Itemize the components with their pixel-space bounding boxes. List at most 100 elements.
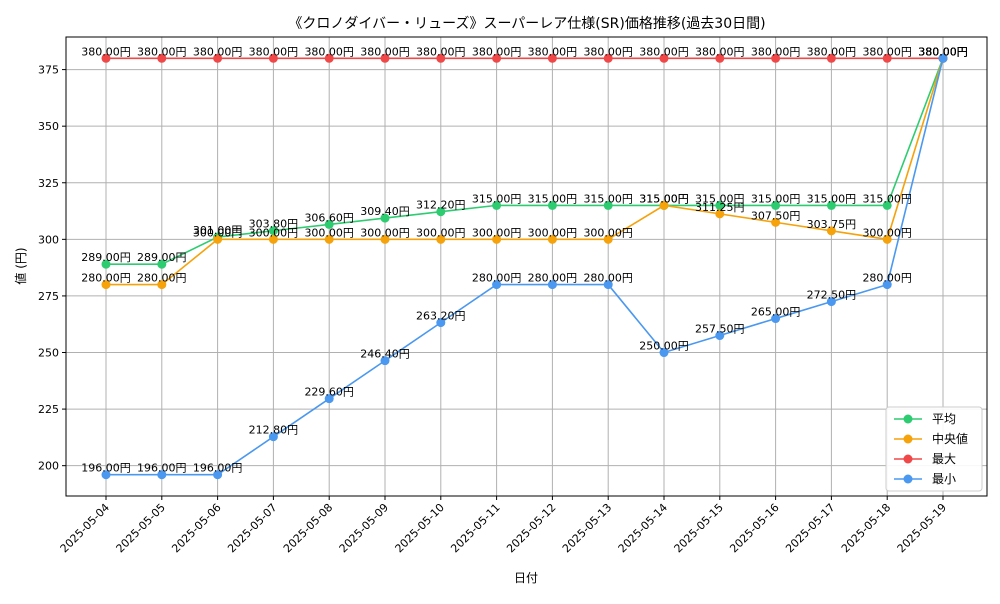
- series-0-point: [157, 259, 167, 269]
- x-tick-label: 2025-05-09: [337, 501, 391, 555]
- legend-marker-1: [903, 434, 913, 444]
- series-1-point: [882, 234, 892, 244]
- legend-label-2: 最大: [932, 452, 956, 466]
- series-2-data-label: 380.00円: [193, 45, 243, 58]
- series-1-data-label: 280.00円: [81, 272, 131, 285]
- y-tick-label: 250: [38, 347, 59, 360]
- x-tick-label: 2025-05-12: [504, 501, 558, 555]
- series-0-data-label: 306.60円: [304, 211, 354, 224]
- series-0-data-label: 301.00円: [193, 224, 243, 237]
- series-1-data-label: 280.00円: [137, 272, 187, 285]
- x-tick-label: 2025-05-07: [225, 501, 279, 555]
- series-3-data-label: 380.00円: [918, 45, 968, 58]
- legend-label-1: 中央値: [932, 431, 968, 446]
- series-3-point: [938, 53, 948, 63]
- series-3-data-label: 280.00円: [583, 272, 633, 285]
- series-1-data-label: 300.00円: [304, 226, 354, 239]
- series-3-data-label: 196.00円: [137, 462, 187, 475]
- series-1-point: [659, 200, 669, 210]
- series-2-point: [826, 53, 836, 63]
- series-2-data-label: 380.00円: [639, 45, 689, 58]
- series-1-data-label: 300.00円: [862, 226, 912, 239]
- series-3-data-label: 250.00円: [639, 340, 689, 353]
- series-2-point: [492, 53, 502, 63]
- legend-label-3: 最小: [932, 472, 956, 486]
- legend-marker-3: [903, 474, 913, 484]
- x-tick-label: 2025-05-14: [616, 501, 670, 555]
- series-2-data-label: 380.00円: [304, 45, 354, 58]
- series-2-point: [157, 53, 167, 63]
- series-2-data-label: 380.00円: [751, 45, 801, 58]
- series-3-point: [882, 280, 892, 290]
- series-1-point: [101, 280, 111, 290]
- series-1-data-label: 300.00円: [416, 226, 466, 239]
- series-3-point: [826, 297, 836, 307]
- series-3-data-label: 265.00円: [751, 306, 801, 319]
- series-1-point: [603, 234, 613, 244]
- series-2-data-label: 380.00円: [807, 45, 857, 58]
- series-line-0: [106, 57, 944, 266]
- series-1-data-label: 311.25円: [695, 201, 745, 214]
- series-3-point: [101, 470, 111, 480]
- series-0-data-label: 315.00円: [862, 192, 912, 205]
- legend-marker-0: [903, 414, 913, 424]
- y-tick-label: 325: [38, 177, 59, 190]
- series-0-data-label: 312.20円: [416, 199, 466, 212]
- series-3-point: [715, 331, 725, 341]
- series-2-data-label: 380.00円: [81, 45, 131, 58]
- x-tick-label: 2025-05-10: [393, 501, 447, 555]
- series-1-point: [826, 226, 836, 236]
- series-3-data-label: 280.00円: [472, 272, 522, 285]
- x-tick-label: 2025-05-08: [281, 501, 335, 555]
- series-1-point: [268, 234, 278, 244]
- series-0-data-label: 315.00円: [695, 192, 745, 205]
- y-tick-label: 300: [38, 233, 59, 246]
- series-1-data-label: 307.50円: [751, 209, 801, 222]
- x-tick-label: 2025-05-15: [672, 501, 726, 555]
- series-3-point: [157, 470, 167, 480]
- series-3-data-label: 263.20円: [416, 310, 466, 323]
- series-1-point: [380, 234, 390, 244]
- series-2-point: [659, 53, 669, 63]
- series-3-data-label: 257.50円: [695, 323, 745, 336]
- series-2-data-label: 380.00円: [862, 45, 912, 58]
- x-tick-label: 2025-05-05: [114, 501, 168, 555]
- series-line-1: [106, 58, 944, 286]
- plot-frame: [65, 36, 988, 497]
- series-0-data-label: 303.80円: [249, 218, 299, 231]
- series-0-point: [826, 200, 836, 210]
- series-0-point: [882, 200, 892, 210]
- series-2-data-label: 380.00円: [360, 45, 410, 58]
- x-tick-label: 2025-05-06: [169, 501, 223, 555]
- series-3-point: [547, 280, 557, 290]
- series-3-point: [492, 280, 502, 290]
- series-1-point: [213, 234, 223, 244]
- series-2-point: [324, 53, 334, 63]
- series-1-data-label: 300.00円: [249, 226, 299, 239]
- series-0-point: [324, 219, 334, 229]
- x-tick-label: 2025-05-18: [839, 501, 893, 555]
- y-axis-label: 値 (円): [13, 247, 28, 284]
- series-0-data-label: 315.00円: [807, 192, 857, 205]
- series-1-data-label: 300.00円: [472, 226, 522, 239]
- series-0-data-label: 289.00円: [81, 251, 131, 264]
- series-0-point: [603, 200, 613, 210]
- series-0-data-label: 315.00円: [472, 192, 522, 205]
- series-3-data-label: 246.40円: [360, 348, 410, 361]
- series-1-point: [324, 234, 334, 244]
- series-2-point: [715, 53, 725, 63]
- series-3-point: [603, 280, 613, 290]
- series-1-point: [715, 209, 725, 219]
- series-0-point: [715, 200, 725, 210]
- series-2-data-label: 380.00円: [695, 45, 745, 58]
- series-2-point: [436, 53, 446, 63]
- series-0-point: [436, 207, 446, 217]
- series-0-data-label: 315.00円: [583, 192, 633, 205]
- series-2-point: [771, 53, 781, 63]
- series-2-point: [547, 53, 557, 63]
- series-1-point: [436, 234, 446, 244]
- series-2-data-label: 380.00円: [583, 45, 633, 58]
